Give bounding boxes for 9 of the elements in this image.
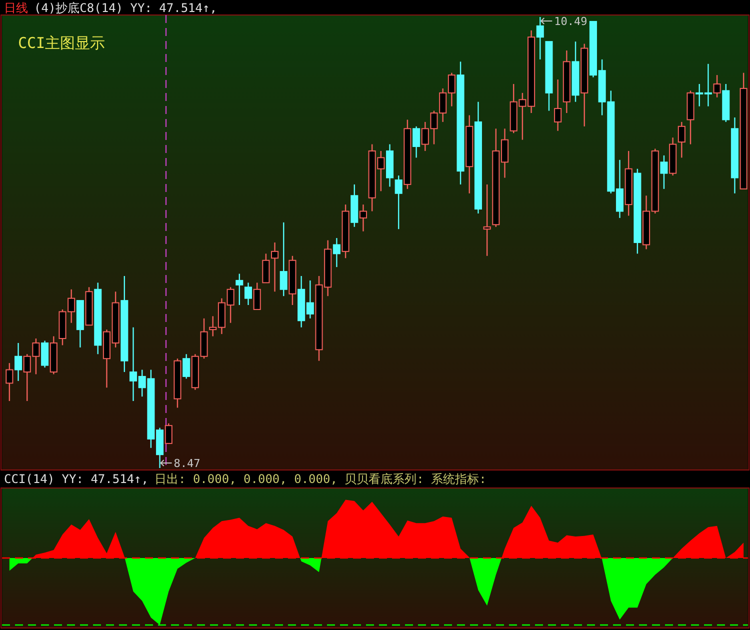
chart-title: CCI(14) YY: 47.514↑, xyxy=(4,472,148,486)
annotation: CCI主图显示 xyxy=(18,34,106,52)
annotation: 8.47 xyxy=(160,457,200,470)
annotation: 8.47 xyxy=(174,457,200,470)
chart-subtitle: (4)抄底C8(14) YY: 47.514↑, xyxy=(34,1,217,15)
chart-subtitle: 日出: 0.000, 0.000, 0.000, 贝贝看底系列: 系统指标: xyxy=(154,472,486,486)
annotation: 10.49 xyxy=(540,15,588,28)
chart-title: 日线 xyxy=(4,1,28,15)
annotation: 10.49 xyxy=(554,15,588,28)
